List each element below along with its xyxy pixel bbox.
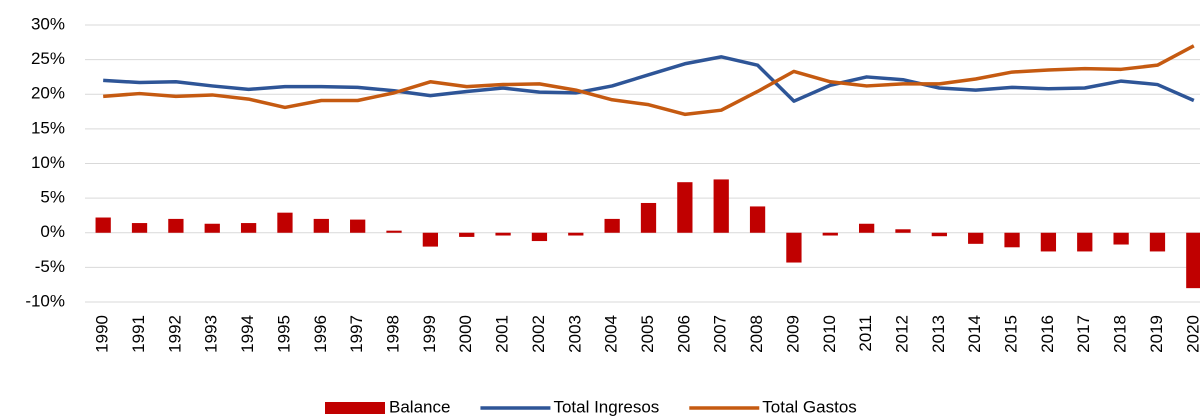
- legend-swatch: [325, 402, 385, 414]
- x-tick-label: 1999: [420, 315, 439, 353]
- legend-label: Balance: [389, 397, 450, 416]
- bar: [1004, 232, 1020, 248]
- x-tick-label: 2013: [929, 315, 948, 353]
- bar: [786, 232, 802, 263]
- bar: [495, 232, 511, 236]
- x-tick-label: 1993: [202, 315, 221, 353]
- y-tick-label: 5%: [40, 188, 65, 207]
- x-tick-label: 1995: [274, 315, 293, 353]
- x-tick-label: 2004: [602, 315, 621, 353]
- bar: [422, 232, 439, 247]
- bar: [459, 232, 475, 237]
- bar: [1040, 232, 1057, 252]
- bar: [895, 229, 911, 233]
- bar: [968, 232, 984, 244]
- bar: [1113, 232, 1129, 245]
- bar: [858, 223, 875, 233]
- y-tick-label: 15%: [31, 118, 65, 137]
- line: [103, 44, 1195, 117]
- bar: [931, 232, 947, 237]
- bar: [350, 219, 366, 233]
- y-tick-label: -10%: [25, 291, 65, 310]
- x-tick-label: 2006: [674, 315, 693, 353]
- y-tick-label: 10%: [31, 153, 65, 172]
- x-tick-label: 1998: [384, 315, 403, 353]
- x-tick-label: 2002: [529, 315, 548, 353]
- bar: [822, 232, 838, 236]
- bar: [568, 232, 584, 236]
- y-tick-label: 0%: [40, 222, 65, 241]
- bar: [749, 206, 766, 233]
- bar: [204, 223, 220, 233]
- x-tick-label: 2010: [820, 315, 839, 353]
- x-tick-label: 1991: [129, 315, 148, 353]
- x-tick-label: 1990: [93, 315, 112, 353]
- bar: [95, 217, 111, 233]
- bar: [313, 218, 329, 233]
- bar: [531, 232, 548, 242]
- x-tick-label: 2003: [565, 315, 584, 353]
- y-tick-label: 30%: [31, 14, 65, 33]
- x-tick-label: 2016: [1038, 315, 1057, 353]
- bar: [640, 202, 657, 233]
- bar: [1077, 232, 1093, 252]
- x-tick-label: 2015: [1002, 315, 1021, 353]
- bar: [168, 218, 184, 233]
- x-tick-label: 2009: [783, 315, 802, 353]
- x-tick-label: 2005: [638, 315, 657, 353]
- y-tick-label: -5%: [35, 257, 65, 276]
- bar: [386, 230, 402, 233]
- x-tick-label: 2011: [856, 315, 875, 352]
- bar: [240, 223, 257, 233]
- bar: [713, 179, 729, 233]
- bar: [1186, 232, 1200, 289]
- legend-label: Total Ingresos: [553, 397, 659, 416]
- bar: [604, 218, 620, 233]
- x-tick-label: 2014: [965, 315, 984, 353]
- x-tick-label: 2018: [1111, 315, 1130, 353]
- x-tick-label: 2007: [711, 315, 730, 353]
- bar: [677, 182, 693, 233]
- bar: [277, 212, 293, 233]
- y-tick-label: 20%: [31, 84, 65, 103]
- x-tick-label: 2000: [456, 315, 475, 353]
- x-tick-label: 2020: [1183, 315, 1200, 353]
- x-tick-label: 1996: [311, 315, 330, 353]
- line: [103, 55, 1195, 103]
- x-tick-label: 2001: [493, 315, 512, 353]
- x-tick-label: 1992: [165, 315, 184, 353]
- x-tick-label: 2012: [892, 315, 911, 353]
- legend-label: Total Gastos: [762, 397, 857, 416]
- x-tick-label: 2019: [1147, 315, 1166, 353]
- x-tick-label: 2008: [747, 315, 766, 353]
- x-tick-label: 2017: [1074, 315, 1093, 353]
- bar: [131, 223, 148, 233]
- x-tick-label: 1997: [347, 315, 366, 353]
- bar: [1149, 232, 1166, 252]
- y-tick-label: 25%: [31, 49, 65, 68]
- x-tick-label: 1994: [238, 315, 257, 353]
